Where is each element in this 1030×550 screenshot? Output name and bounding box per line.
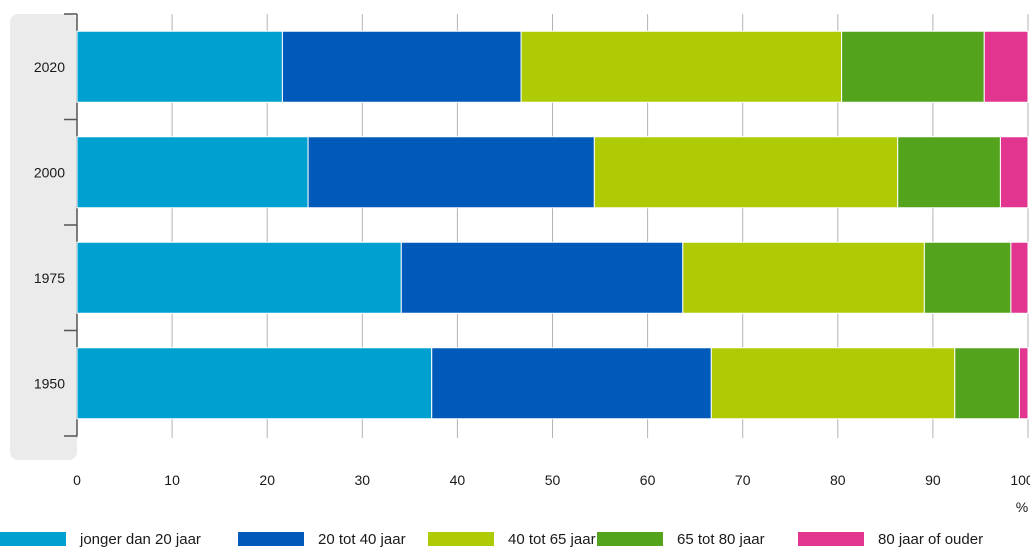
- bar-1950-series-2: [710, 347, 956, 420]
- x-tick-label-80: 80: [830, 472, 846, 488]
- x-tick-label-50: 50: [545, 472, 561, 488]
- legend-item: 65 tot 80 jaar: [597, 528, 765, 550]
- legend-label: 40 tot 65 jaar: [508, 530, 596, 548]
- category-label-1950: 1950: [34, 375, 65, 391]
- bar-2020-series-2: [520, 30, 843, 103]
- legend-item: 40 tot 65 jaar: [428, 528, 596, 550]
- legend-label: jonger dan 20 jaar: [80, 530, 201, 548]
- bar-2020-series-1: [281, 30, 522, 103]
- legend-label: 20 tot 40 jaar: [318, 530, 406, 548]
- x-tick-label-20: 20: [259, 472, 275, 488]
- bar-1975-series-4: [1010, 241, 1029, 314]
- stacked-bar-chart: 2020 2000 1975 1950 0 10 20 30 40 50 60 70 80 90 100%: [10, 13, 1030, 515]
- bar-2000-series-4: [999, 136, 1029, 209]
- legend-item: 80 jaar of ouder: [798, 528, 983, 550]
- x-tick-label-70: 70: [735, 472, 751, 488]
- bar-1950-series-3: [954, 347, 1020, 420]
- x-axis-unit: %: [1016, 499, 1028, 515]
- x-tick-label-40: 40: [450, 472, 466, 488]
- category-label-1975: 1975: [34, 270, 65, 286]
- category-label-2000: 2000: [34, 164, 65, 180]
- bar-2000-series-0: [76, 136, 309, 209]
- chart-legend: jonger dan 20 jaar 20 tot 40 jaar 40 tot 6…: [0, 528, 1030, 550]
- legend-item: jonger dan 20 jaar: [0, 528, 201, 550]
- bar-2000-series-2: [593, 136, 899, 209]
- bar-1975-series-1: [400, 241, 684, 314]
- x-tick-label-60: 60: [640, 472, 656, 488]
- bar-2000-series-1: [307, 136, 595, 209]
- legend-item: 20 tot 40 jaar: [238, 528, 406, 550]
- legend-swatch: [798, 532, 864, 546]
- bar-1950-series-4: [1018, 347, 1029, 420]
- legend-swatch: [597, 532, 663, 546]
- legend-label: 80 jaar of ouder: [878, 530, 984, 548]
- bar-1975-series-0: [76, 241, 402, 314]
- x-tick-label-10: 10: [164, 472, 180, 488]
- bar-2020-series-3: [841, 30, 985, 103]
- category-label-2020: 2020: [34, 59, 65, 75]
- legend-swatch: [0, 532, 66, 546]
- bar-1975-series-3: [923, 241, 1012, 314]
- legend-label: 65 tot 80 jaar: [677, 530, 765, 548]
- bar-1975-series-2: [682, 241, 925, 314]
- x-tick-label-0: 0: [73, 472, 81, 488]
- bar-2020-series-0: [76, 30, 283, 103]
- bar-1950-series-1: [431, 347, 712, 420]
- x-tick-label-100: 100: [1010, 472, 1030, 488]
- legend-swatch: [428, 532, 494, 546]
- x-tick-label-90: 90: [925, 472, 941, 488]
- bar-2020-series-4: [983, 30, 1029, 103]
- bar-2000-series-3: [897, 136, 1001, 209]
- legend-swatch: [238, 532, 304, 546]
- category-axis-panel: [10, 14, 77, 460]
- bar-1950-series-0: [76, 347, 433, 420]
- x-tick-label-30: 30: [355, 472, 371, 488]
